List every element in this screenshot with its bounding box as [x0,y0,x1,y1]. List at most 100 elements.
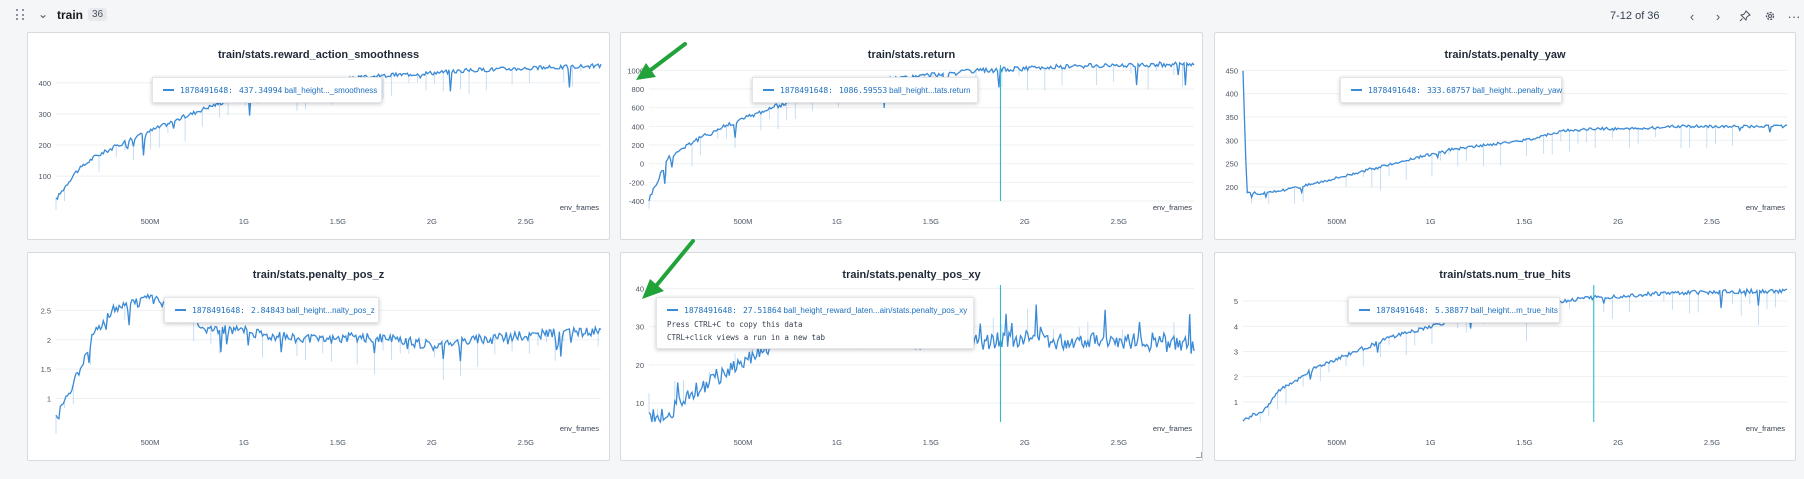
y-tick-label: 1000 [627,66,644,75]
chart-plot[interactable]: 1 1.5 2 2.5 500M 1G 1.5G 2G 2.5G env_frames [28,253,611,462]
x-tick-label: 1.5G [1516,438,1532,447]
hover-tooltip: 1878491648: 437.34994 ball_height..._smoot… [152,77,382,103]
x-tick-label: 2G [1020,438,1030,447]
x-tick-label: 500M [734,438,753,447]
x-tick-label: 1.5G [1516,217,1532,226]
chart-title: train/stats.num_true_hits [1439,269,1571,281]
y-tick-label: 200 [1225,183,1238,192]
legend-swatch [163,89,174,91]
chart-plot[interactable]: -400 -200 0 200 400 600 800 1000 500M 1G 1.5G 2G 2.5… [621,33,1204,241]
chart-plot[interactable]: 10 20 30 40 500M 1G 1.5G 2G 2.5G env_frames [621,253,1204,462]
legend-swatch [1359,309,1370,311]
y-tick-label: 2 [1234,373,1238,382]
y-tick-label: 20 [636,361,644,370]
chart-panel[interactable]: train/stats.penalty_pos_xy 10 20 30 40 500M 1G… [620,252,1203,461]
hover-tooltip: 1878491648: 1086.59553 ball_height...tats.… [752,77,978,103]
tooltip-run-id: 1878491648: [1376,305,1429,315]
legend-swatch [763,89,774,91]
resize-handle-icon[interactable] [1196,452,1202,458]
legend-swatch [667,309,678,311]
more-icon[interactable]: ··· [1787,8,1801,24]
tooltip-run-id: 1878491648: [684,305,737,315]
tooltip-row: 1878491648: 2.84843 ball_height...nalty_po… [165,302,378,318]
hover-tooltip: 1878491648: 333.68757 ball_height...penalt… [1340,77,1562,103]
tooltip-row: 1878491648: 437.34994 ball_height..._smoot… [153,82,381,98]
tooltip-row: 1878491648: 1086.59553 ball_height...tats.… [753,82,977,98]
series-line[interactable] [1242,70,1788,200]
tooltip-series-name: ball_height...penalty_yaw [1472,85,1563,95]
chart-plot[interactable]: 100 200 300 400 500M 1G 1.5G 2G 2.5G env_frames [28,33,611,241]
x-tick-label: 2.5G [518,217,534,226]
tooltip-value: 437.34994 [238,85,283,95]
section-title[interactable]: train [57,8,84,22]
y-tick-label: 400 [631,122,644,131]
x-tick-label: 500M [1327,217,1346,226]
x-tick-label: 2.5G [518,438,534,447]
y-tick-label: 10 [636,399,644,408]
tooltip-hint: Press CTRL+C to copy this data [667,320,803,329]
tooltip-value: 1086.59553 [838,85,888,95]
tooltip-row: 1878491648: 333.68757 ball_height...penalt… [1341,82,1563,98]
x-axis-label: env_frames [1153,424,1192,433]
y-tick-label: 5 [1234,297,1238,306]
y-tick-label: 200 [631,141,644,150]
x-tick-label: 1G [832,217,842,226]
chart-plot[interactable]: 200 250 300 350 400 450 500M 1G 1.5G 2G 2.5G env_fr… [1215,33,1797,241]
series-line[interactable] [55,293,602,420]
tooltip-row: 1878491648: 5.38877 ball_height...m_true_h… [1349,302,1559,318]
x-tick-label: 1.5G [923,438,939,447]
y-tick-label: 400 [1225,90,1238,99]
x-tick-label: 2G [1613,217,1623,226]
chart-panel[interactable]: train/stats.return -400 -200 0 200 400 600 800 1… [620,32,1203,240]
x-tick-label: 2G [427,438,437,447]
series-line[interactable] [648,61,1195,202]
legend-swatch [175,309,186,311]
x-tick-label: 1G [239,217,249,226]
x-tick-label: 2G [1020,217,1030,226]
y-tick-label: 250 [1225,160,1238,169]
chart-panel[interactable]: train/stats.penalty_pos_z 1 1.5 2 2.5 500M 1G 1… [27,252,610,461]
x-tick-label: 1G [1426,438,1436,447]
chevron-left-icon[interactable]: ‹ [1689,8,1695,24]
pagination-label: 7-12 of 36 [1610,10,1660,22]
x-axis-label: env_frames [1746,203,1785,212]
drag-handle-icon[interactable] [16,9,26,21]
x-tick-label: 500M [1327,438,1346,447]
x-tick-label: 1.5G [923,217,939,226]
y-tick-label: 4 [1234,322,1238,331]
chart-panel[interactable]: train/stats.num_true_hits 1 2 3 4 5 500M 1G 1.5G… [1214,252,1796,461]
chart-plot[interactable]: 1 2 3 4 5 500M 1G 1.5G 2G 2.5G env_frames [1215,253,1797,462]
y-tick-label: 1.5 [41,365,51,374]
x-tick-label: 1G [1426,217,1436,226]
x-tick-label: 2.5G [1111,217,1127,226]
y-tick-label: 0 [640,160,644,169]
tooltip-series-name: ball_height...m_true_hits [1470,305,1558,315]
chart-title: train/stats.return [867,49,956,61]
y-tick-label: 200 [38,141,51,150]
x-tick-label: 1.5G [330,217,346,226]
tooltip-value: 27.51864 [742,305,782,315]
tooltip-series-name: ball_height...tats.return [889,85,971,95]
tooltip-value: 333.68757 [1426,85,1471,95]
tooltip-hint: CTRL+click views a run in a new tab [667,333,826,342]
x-axis-label: env_frames [1746,424,1785,433]
chart-panel[interactable]: train/stats.penalty_yaw 200 250 300 350 400 45… [1214,32,1796,240]
pin-icon[interactable] [1735,6,1755,26]
tooltip-series-name: ball_height...nalty_pos_z [286,305,375,315]
chevron-down-icon[interactable]: ⌄ [38,7,49,21]
x-tick-label: 2.5G [1704,217,1720,226]
y-tick-label: 400 [38,79,51,88]
tooltip-series-name: ball_height..._smoothness [284,85,378,95]
y-tick-label: 100 [38,172,51,181]
chart-panel[interactable]: train/stats.reward_action_smoothness 100 2… [27,32,610,240]
y-tick-label: 450 [1225,66,1238,75]
y-tick-label: 1 [1234,398,1238,407]
gear-icon[interactable] [1760,6,1780,26]
chart-title: train/stats.penalty_pos_z [252,269,385,281]
chevron-right-icon[interactable]: › [1715,8,1721,24]
y-tick-label: 2.5 [41,306,51,315]
x-tick-label: 1G [239,438,249,447]
x-axis-label: env_frames [560,424,599,433]
tooltip-run-id: 1878491648: [780,85,833,95]
x-tick-label: 500M [141,217,160,226]
